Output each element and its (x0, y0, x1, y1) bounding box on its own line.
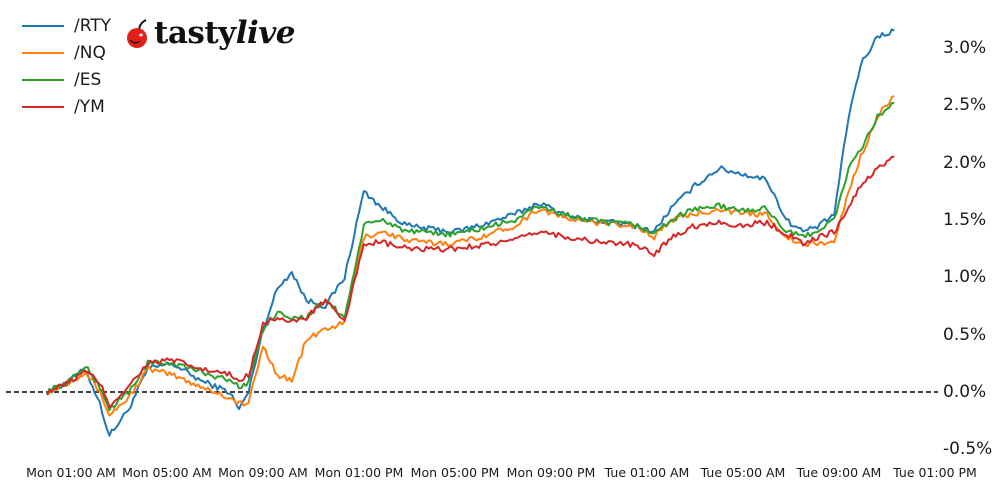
x-tick-label: Tue 01:00 PM (893, 465, 977, 480)
tastylive-logo: tastylive (124, 15, 296, 51)
y-tick-label: 2.0% (943, 152, 987, 173)
x-tick-label: Tue 01:00 AM (604, 465, 690, 480)
legend-label: /YM (74, 96, 105, 117)
x-tick-label: Mon 09:00 AM (218, 465, 308, 480)
logo-text-italic: live (235, 15, 296, 51)
legend-label: /ES (74, 69, 102, 90)
legend-label: /NQ (74, 42, 106, 63)
x-tick-label: Mon 05:00 PM (410, 465, 500, 480)
logo-text-bold: tasty (154, 15, 236, 51)
logo-wordmark: tastylive (154, 15, 296, 51)
legend-swatch (22, 105, 64, 108)
y-tick-label: 0.5% (943, 324, 987, 345)
series-line-nq (46, 95, 895, 417)
x-tick-label: Mon 01:00 PM (314, 465, 404, 480)
x-tick-label: Mon 09:00 PM (506, 465, 596, 480)
legend-item-es: /ES (22, 66, 111, 93)
legend-item-rty: /RTY (22, 12, 111, 39)
legend: /RTY /NQ /ES /YM (22, 12, 111, 120)
series-line-ym (46, 155, 895, 409)
y-tick-label: 1.5% (943, 209, 987, 230)
legend-swatch (22, 78, 64, 81)
legend-swatch (22, 24, 64, 27)
y-tick-label: 2.5% (943, 95, 987, 116)
x-tick-label: Mon 01:00 AM (26, 465, 116, 480)
y-tick-label: -0.5% (943, 439, 993, 460)
series-line-es (46, 102, 895, 412)
y-tick-label: 3.0% (943, 37, 987, 58)
legend-swatch (22, 51, 64, 54)
legend-item-nq: /NQ (22, 39, 111, 66)
y-tick-label: 1.0% (943, 267, 987, 288)
x-tick-label: Tue 09:00 AM (796, 465, 882, 480)
y-tick-label: 0.0% (943, 382, 987, 402)
series-line-rty (46, 28, 895, 437)
legend-label: /RTY (74, 15, 112, 36)
series-layer (46, 28, 895, 437)
cherry-icon (127, 18, 147, 48)
x-tick-label: Mon 05:00 AM (122, 465, 212, 480)
x-tick-label: Tue 05:00 AM (700, 465, 786, 480)
legend-item-ym: /YM (22, 93, 111, 120)
